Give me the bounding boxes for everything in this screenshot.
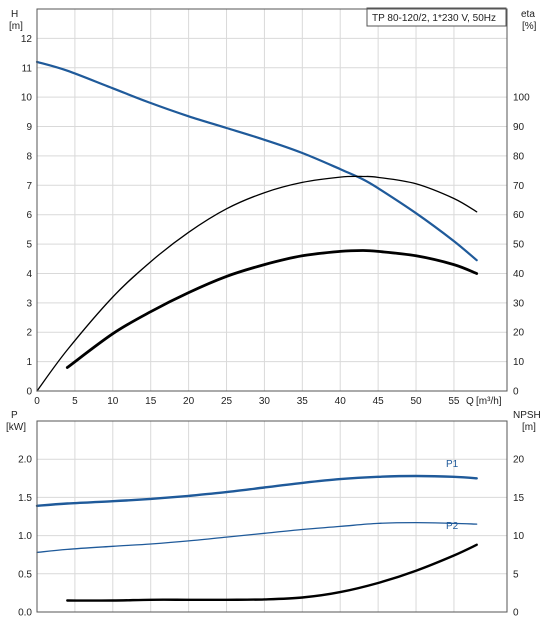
x-tick-label: 30: [259, 396, 271, 407]
top-series-line-2: [65, 249, 479, 369]
bottom-y-left-tick-label: 0.5: [18, 569, 32, 580]
top-y-right-tick-label: 10: [513, 357, 525, 368]
x-tick-label: 40: [335, 396, 347, 407]
x-tick-label: 5: [72, 396, 78, 407]
bottom-chart-series: [35, 474, 478, 602]
top-y-right-tick-label: 80: [513, 151, 525, 162]
top-y-right-tick-label: 30: [513, 298, 525, 309]
x-tick-label: 50: [410, 396, 422, 407]
top-y-left-tick-label: 4: [26, 269, 32, 280]
top-y-left-unit: [m]: [9, 21, 23, 32]
bottom-series-line-2: [66, 543, 478, 602]
x-axis-unit: [m³/h]: [476, 396, 502, 407]
top-y-left-tick-label: 0: [26, 387, 32, 398]
bottom-y-left-unit: [kW]: [6, 422, 26, 433]
x-tick-label: 25: [221, 396, 233, 407]
series-label-p1: P1: [446, 459, 459, 470]
bottom-y-left-label: P: [11, 410, 18, 421]
top-y-right-tick-label: 70: [513, 181, 525, 192]
top-y-left-tick-label: 5: [26, 240, 32, 251]
bottom-chart-frame: [36, 420, 508, 613]
bottom-series-line-0: [35, 474, 478, 507]
top-series-line-0: [35, 60, 478, 262]
top-chart-grid: [36, 9, 507, 392]
bottom-y-right-tick-label: 5: [513, 569, 519, 580]
chart-title-box: [366, 7, 507, 27]
bottom-y-right-tick-label: 20: [513, 455, 525, 466]
top-y-right-unit: [%]: [522, 21, 537, 32]
top-y-left-tick-label: 11: [22, 63, 33, 74]
top-y-right-label: eta: [521, 9, 535, 20]
top-y-right-tick-label: 20: [513, 328, 525, 339]
x-tick-label: 55: [448, 396, 460, 407]
x-axis-label: Q: [466, 396, 474, 407]
bottom-series-line-1: [36, 521, 478, 554]
top-y-left-tick-label: 2: [26, 328, 32, 339]
top-y-right-tick-label: 0: [513, 387, 519, 398]
x-tick-label: 45: [373, 396, 385, 407]
top-chart-series: [35, 60, 479, 392]
x-tick-label: 10: [107, 396, 119, 407]
top-y-right-tick-label: 40: [513, 269, 525, 280]
bottom-y-right-tick-label: 15: [513, 493, 525, 504]
top-y-right-tick-label: 90: [513, 122, 525, 133]
top-y-left-tick-label: 6: [26, 210, 32, 221]
bottom-y-right-tick-label: 10: [513, 531, 525, 542]
top-y-left-label: H: [11, 9, 18, 20]
top-y-left-tick-label: 1: [26, 357, 32, 368]
x-tick-label: 20: [183, 396, 195, 407]
top-y-right-tick-label: 60: [513, 210, 525, 221]
bottom-y-left-tick-label: 1.0: [18, 531, 32, 542]
series-label-p2: P2: [446, 521, 459, 532]
top-y-left-tick-label: 3: [26, 298, 32, 309]
bottom-y-left-tick-label: 0.0: [18, 608, 32, 619]
top-y-left-tick-label: 10: [21, 93, 33, 104]
bottom-y-right-label: NPSH: [513, 410, 541, 421]
top-y-left-tick-label: 7: [26, 181, 32, 192]
top-y-left-tick-label: 8: [26, 151, 32, 162]
x-tick-label: 35: [297, 396, 309, 407]
chart-title: TP 80-120/2, 1*230 V, 50Hz: [372, 13, 496, 24]
bottom-y-right-unit: [m]: [522, 422, 536, 433]
x-tick-label: 0: [34, 396, 40, 407]
axis-ticks: 0 5 10 15 20 25 30 35 40 45 50 55012345678910111201…: [18, 34, 530, 619]
top-chart-frame: [36, 8, 508, 392]
bottom-y-left-tick-label: 2.0: [18, 455, 32, 466]
top-y-left-tick-label: 9: [26, 122, 32, 133]
top-y-right-tick-label: 100: [513, 93, 530, 104]
bottom-y-right-tick-label: 0: [513, 608, 519, 619]
bottom-y-left-tick-label: 1.5: [18, 493, 32, 504]
x-tick-label: 15: [145, 396, 157, 407]
top-y-left-tick-label: 12: [21, 34, 33, 45]
bottom-chart-grid: [36, 421, 507, 613]
top-series-line-1: [36, 175, 478, 392]
top-y-right-tick-label: 50: [513, 240, 525, 251]
